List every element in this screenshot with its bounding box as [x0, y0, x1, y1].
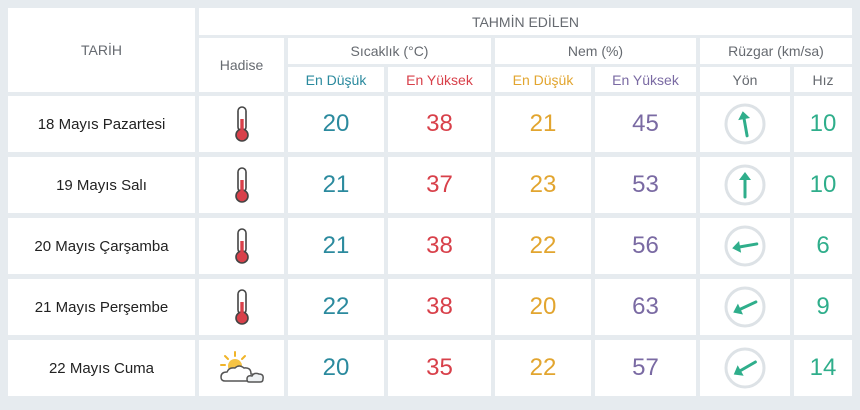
subheader-wind-speed: Hız [794, 67, 852, 92]
hadise-cell [199, 279, 284, 335]
temp-max-value: 35 [388, 340, 491, 396]
date-cell: 19 Mayıs Salı [8, 157, 195, 213]
wind-speed-value: 10 [794, 96, 852, 152]
arrow-icon [739, 172, 751, 199]
wind-speed-value: 9 [794, 279, 852, 335]
temp-min-value: 22 [288, 279, 384, 335]
hum-min-value: 22 [495, 218, 591, 274]
wind-speed-value: 6 [794, 218, 852, 274]
header-ruzgar: Rüzgar (km/sa) [700, 38, 852, 64]
hum-min-value: 20 [495, 279, 591, 335]
subheader-temp-min: En Düşük [288, 67, 384, 92]
hum-max-value: 45 [595, 96, 696, 152]
hum-min-value: 21 [495, 96, 591, 152]
arrow-icon [732, 240, 759, 253]
temp-min-value: 21 [288, 218, 384, 274]
thermometer-icon [234, 228, 249, 264]
wind-dir-cell [700, 279, 790, 335]
subheader-hum-max: En Yüksek [595, 67, 696, 92]
wind-speed-value: 10 [794, 157, 852, 213]
temp-min-value: 20 [288, 96, 384, 152]
hum-max-value: 53 [595, 157, 696, 213]
temp-min-value: 20 [288, 340, 384, 396]
wind-direction-icon [724, 103, 766, 145]
wind-speed-value: 14 [794, 340, 852, 396]
hadise-cell [199, 340, 284, 396]
wind-direction-icon [724, 164, 766, 206]
hum-max-value: 56 [595, 218, 696, 274]
wind-direction-icon [724, 225, 766, 267]
hadise-cell [199, 157, 284, 213]
subheader-temp-max: En Yüksek [388, 67, 491, 92]
header-nem: Nem (%) [495, 38, 696, 64]
wind-direction-icon [724, 347, 766, 389]
hum-min-value: 22 [495, 340, 591, 396]
header-hadise: Hadise [199, 38, 284, 92]
arrow-icon [738, 111, 751, 138]
hadise-cell [199, 218, 284, 274]
temp-max-value: 38 [388, 279, 491, 335]
subheader-hum-min: En Düşük [495, 67, 591, 92]
arrow-icon [733, 360, 757, 376]
header-tahmin-edilen: TAHMİN EDİLEN [199, 8, 852, 35]
temp-max-value: 38 [388, 218, 491, 274]
header-tarih: TARİH [8, 8, 195, 92]
temp-max-value: 37 [388, 157, 491, 213]
date-cell: 21 Mayıs Perşembe [8, 279, 195, 335]
arrow-icon [733, 300, 758, 315]
thermometer-icon [234, 106, 249, 142]
temp-min-value: 21 [288, 157, 384, 213]
wind-dir-cell [700, 96, 790, 152]
temp-max-value: 38 [388, 96, 491, 152]
thermometer-icon [234, 289, 249, 325]
wind-direction-icon [724, 286, 766, 328]
wind-dir-cell [700, 218, 790, 274]
date-cell: 20 Mayıs Çarşamba [8, 218, 195, 274]
hum-max-value: 63 [595, 279, 696, 335]
wind-dir-cell [700, 157, 790, 213]
hadise-cell [199, 96, 284, 152]
date-cell: 18 Mayıs Pazartesi [8, 96, 195, 152]
wind-dir-cell [700, 340, 790, 396]
partly-cloudy-icon [219, 351, 264, 383]
subheader-wind-dir: Yön [700, 67, 790, 92]
header-sicaklik: Sıcaklık (°C) [288, 38, 491, 64]
hum-min-value: 23 [495, 157, 591, 213]
hum-max-value: 57 [595, 340, 696, 396]
date-cell: 22 Mayıs Cuma [8, 340, 195, 396]
thermometer-icon [234, 167, 249, 203]
